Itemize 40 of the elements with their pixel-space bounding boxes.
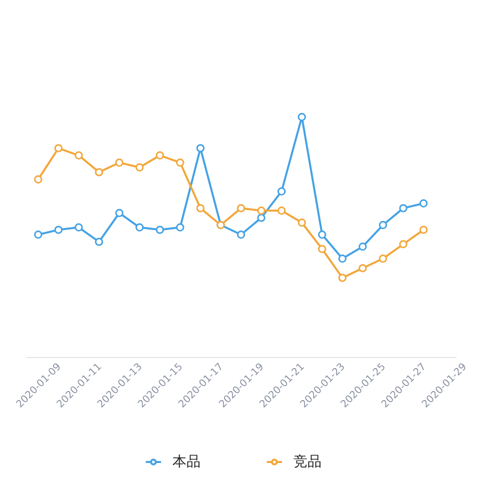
point	[399, 240, 408, 248]
point	[318, 230, 326, 239]
point	[94, 168, 104, 176]
point	[419, 226, 428, 234]
point	[338, 254, 347, 263]
point	[298, 112, 306, 122]
point	[338, 274, 347, 282]
point	[419, 199, 428, 208]
point	[34, 230, 42, 239]
point	[378, 254, 388, 263]
point	[135, 223, 144, 232]
point	[54, 226, 63, 234]
point	[176, 223, 184, 232]
point	[156, 226, 164, 234]
point	[135, 163, 144, 172]
point	[378, 220, 388, 230]
point	[399, 204, 408, 212]
point	[277, 187, 286, 196]
point	[236, 204, 246, 212]
legend-label: 本品	[172, 454, 200, 470]
point	[115, 208, 124, 218]
point	[298, 218, 306, 227]
point	[318, 244, 326, 254]
point	[34, 175, 42, 184]
point	[156, 151, 164, 160]
legend-label: 竞品	[293, 454, 322, 470]
point	[257, 206, 266, 215]
point	[74, 151, 83, 160]
point	[196, 204, 205, 212]
point	[358, 242, 367, 251]
point	[257, 214, 266, 222]
point	[236, 230, 246, 239]
point	[358, 264, 367, 272]
point	[277, 206, 286, 215]
point	[74, 223, 83, 232]
point	[54, 144, 63, 152]
point	[176, 158, 184, 167]
point	[115, 158, 124, 167]
point	[196, 144, 205, 152]
point	[94, 238, 104, 246]
